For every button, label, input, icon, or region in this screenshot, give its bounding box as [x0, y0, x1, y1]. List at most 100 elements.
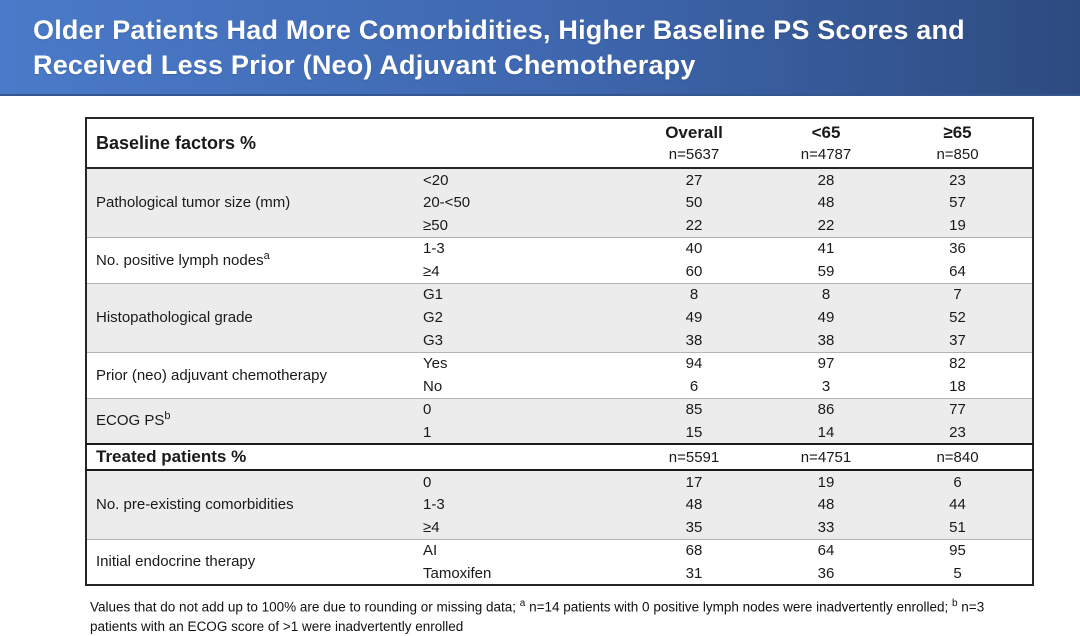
value-cell: 60 — [685, 262, 703, 280]
level-label: 1-3 — [421, 493, 629, 516]
value-cell: 8 — [760, 282, 893, 306]
value-cell: 33 — [760, 516, 893, 539]
value-cell: 38 — [760, 329, 893, 352]
title-banner: Older Patients Had More Comorbidities, H… — [0, 0, 1080, 96]
level-label: ≥4 — [423, 262, 440, 280]
treated-patients-label: Treated patients % — [86, 443, 629, 471]
column-name: <65 — [811, 123, 841, 142]
level-label: G3 — [421, 329, 629, 352]
table-row: No 6 3 18 — [86, 375, 1033, 398]
value-cell: 49 — [760, 306, 893, 329]
level-label: 1-3 — [421, 236, 629, 260]
footnote-sup-a: a — [519, 598, 526, 609]
value-cell: 97 — [760, 351, 893, 375]
value-cell: 22 — [628, 214, 761, 237]
factor-label: Prior (neo) adjuvant chemotherapy — [86, 351, 421, 398]
treated-n-cell: n=5591 — [628, 443, 761, 471]
value-cell: 6 — [689, 377, 699, 395]
value-cell: 95 — [892, 538, 1034, 562]
value-cell: 23 — [892, 167, 1034, 191]
value-cell: 7 — [892, 282, 1034, 306]
table-row: Prior (neo) adjuvant chemotherapy Yes 94 97… — [86, 351, 1034, 398]
value-cell: 41 — [760, 236, 893, 260]
level-label: ≥4 — [421, 516, 629, 539]
value-cell: 48 — [628, 493, 761, 516]
table-row: Initial endocrine therapy AI 68 64 95 — [86, 538, 1034, 585]
value-cell: 57 — [892, 191, 1034, 214]
factor-label: Pathological tumor size (mm) — [86, 167, 421, 237]
value-cell: 23 — [892, 421, 1034, 444]
table-row: ≥50 22 22 19 — [86, 214, 1034, 237]
factor-superscript: a — [263, 249, 270, 262]
value-cell: 82 — [892, 351, 1034, 375]
factor-label: Histopathological grade — [86, 282, 421, 352]
value-cell: 28 — [760, 167, 893, 191]
value-cell: 19 — [892, 214, 1034, 237]
level-label: AI — [421, 538, 629, 562]
value-cell: 85 — [628, 397, 761, 421]
value-cell: 48 — [760, 493, 893, 516]
footnote: Values that do not add up to 100% are du… — [90, 594, 1020, 636]
footnote-part1: Values that do not add up to 100% are du… — [90, 599, 520, 615]
value-cell: 19 — [760, 469, 893, 493]
value-cell: 27 — [628, 167, 761, 191]
table-row: ≥4 60 59 64 — [86, 260, 1033, 283]
level-label: Yes — [421, 351, 629, 375]
level-label: <20 — [421, 167, 629, 191]
slide-title-line2: Received Less Prior (Neo) Adjuvant Chemo… — [33, 50, 696, 80]
table-header-row: Baseline factors % Overall n=5637 <65 n=… — [86, 118, 1034, 169]
value-cell: 15 — [628, 421, 761, 444]
factor-label: Initial endocrine therapy — [86, 538, 421, 585]
value-cell: 17 — [628, 469, 761, 493]
level-label: 1 — [421, 421, 629, 444]
value-cell: 31 — [685, 564, 703, 582]
value-cell: 6 — [892, 469, 1034, 493]
value-cell: 18 — [949, 377, 966, 395]
value-cell: 22 — [760, 214, 893, 237]
treated-n-cell: n=4751 — [760, 443, 893, 471]
column-n: n=850 — [936, 146, 979, 163]
level-label: No — [423, 377, 443, 395]
treated-patients-row: Treated patients % n=5591 n=4751 n=840 — [86, 443, 1034, 471]
value-cell: 8 — [628, 282, 761, 306]
value-cell: 52 — [892, 306, 1034, 329]
table-row: Histopathological grade G1 8 8 7 — [86, 282, 1034, 352]
table-row: 1-3 48 48 44 — [86, 493, 1034, 516]
table-row: ≥4 35 33 51 — [86, 516, 1034, 539]
footnote-sup-b: b — [951, 598, 958, 609]
table-row: Pathological tumor size (mm) <20 27 28 23 — [86, 167, 1034, 237]
value-cell: 51 — [892, 516, 1034, 539]
table-row: No. pre-existing comorbidities 0 17 19 6 — [86, 469, 1034, 539]
column-n: n=4787 — [800, 146, 852, 163]
footnote-part3: n=3 patients with an ECOG score of >1 we… — [90, 599, 985, 634]
value-cell: 14 — [760, 421, 893, 444]
value-cell: 68 — [628, 538, 761, 562]
value-cell: 94 — [628, 351, 761, 375]
value-cell: 86 — [760, 397, 893, 421]
level-label: 0 — [421, 397, 629, 421]
value-cell: 48 — [760, 191, 893, 214]
value-cell: 44 — [892, 493, 1034, 516]
level-label: 20-<50 — [421, 191, 629, 214]
factor-label: No. positive lymph nodesa — [86, 236, 421, 283]
level-label: ≥50 — [421, 214, 629, 237]
table-row: G2 49 49 52 — [86, 306, 1034, 329]
value-cell: 36 — [892, 236, 1034, 260]
baseline-factors-table: Baseline factors % Overall n=5637 <65 n=… — [85, 117, 1035, 586]
table-row: ECOG PSb 0 85 86 77 — [86, 397, 1034, 444]
value-cell: 59 — [817, 262, 835, 280]
value-cell: 36 — [817, 564, 835, 582]
value-cell: 38 — [628, 329, 761, 352]
column-name: ≥65 — [943, 123, 972, 142]
factor-label: No. pre-existing comorbidities — [86, 469, 421, 539]
baseline-factors-header: Baseline factors % — [86, 118, 629, 169]
column-name: Overall — [665, 123, 723, 142]
footnote-part2: n=14 patients with 0 positive lymph node… — [525, 599, 952, 615]
level-label: Tamoxifen — [423, 564, 492, 582]
level-label: G2 — [421, 306, 629, 329]
value-cell: 64 — [760, 538, 893, 562]
value-cell: 40 — [628, 236, 761, 260]
table-row: Tamoxifen 31 36 5 — [86, 562, 1033, 585]
factor-superscript: b — [164, 410, 171, 423]
